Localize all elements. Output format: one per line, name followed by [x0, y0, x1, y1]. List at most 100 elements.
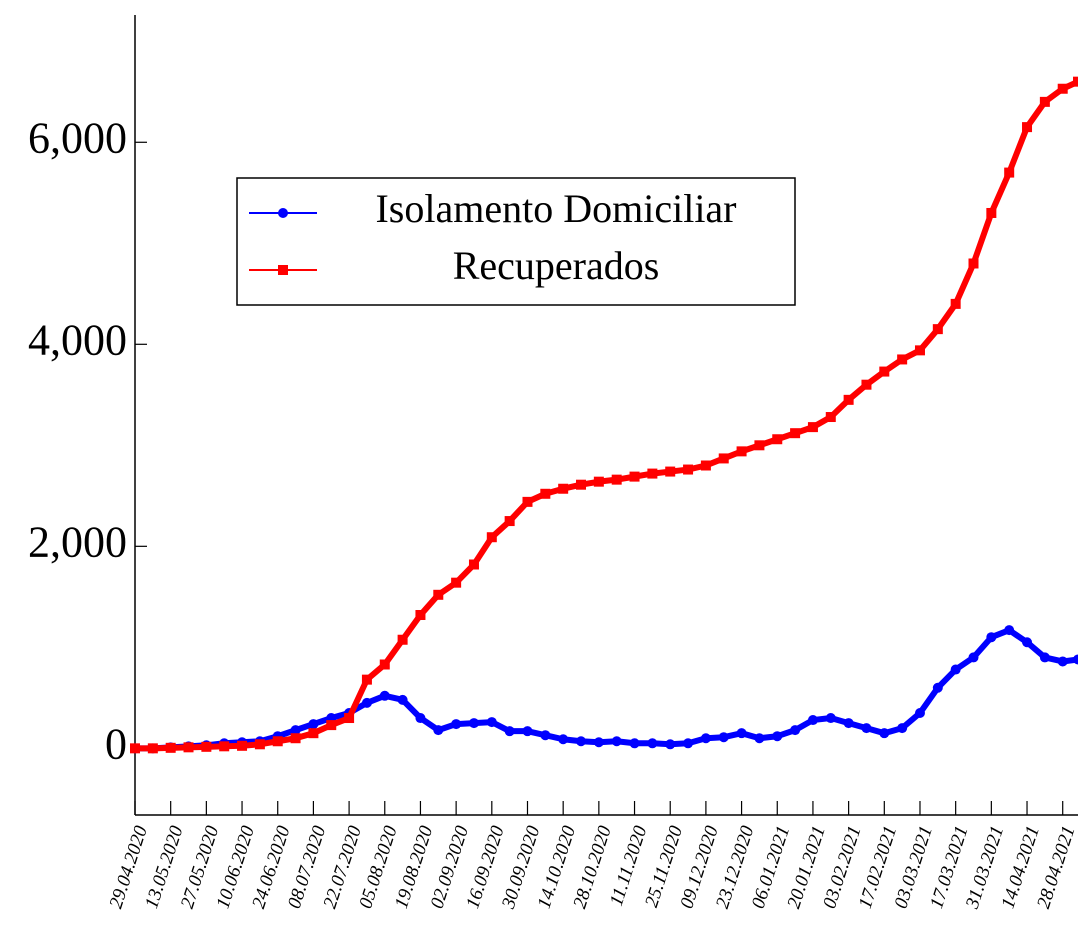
marker	[361, 697, 372, 708]
marker	[468, 718, 479, 729]
marker	[576, 736, 587, 747]
marker	[968, 258, 979, 269]
marker	[290, 725, 301, 736]
marker	[914, 345, 925, 356]
marker	[825, 412, 836, 423]
marker	[861, 723, 872, 734]
marker	[522, 496, 533, 507]
marker	[683, 464, 694, 475]
marker	[433, 589, 444, 600]
marker	[1073, 654, 1078, 665]
marker	[914, 707, 925, 718]
y-tick-label: 4,000	[28, 315, 127, 364]
marker	[308, 719, 319, 730]
marker	[986, 632, 997, 643]
marker	[272, 736, 283, 747]
marker	[451, 719, 462, 730]
marker	[665, 466, 676, 477]
marker	[718, 453, 729, 464]
marker	[950, 298, 961, 309]
marker	[593, 476, 604, 487]
marker	[1057, 656, 1068, 667]
marker	[790, 725, 801, 736]
marker	[665, 739, 676, 750]
marker	[825, 713, 836, 724]
y-tick-label: 2,000	[28, 517, 127, 566]
marker	[415, 610, 426, 620]
marker	[1022, 122, 1033, 133]
marker	[950, 664, 961, 675]
marker	[593, 737, 604, 748]
marker	[611, 474, 622, 485]
marker	[415, 713, 426, 724]
marker	[843, 718, 854, 729]
marker	[433, 725, 444, 736]
marker	[290, 733, 301, 744]
marker	[237, 740, 248, 751]
marker	[790, 428, 801, 439]
marker	[504, 726, 515, 737]
marker	[183, 742, 194, 753]
marker	[344, 713, 355, 724]
marker	[897, 723, 908, 734]
legend-label: Isolamento Domiciliar	[375, 186, 736, 231]
y-tick-label: 0	[105, 719, 127, 768]
marker	[986, 207, 997, 218]
marker	[1004, 167, 1015, 178]
marker	[1022, 637, 1033, 648]
marker	[700, 460, 711, 471]
marker	[1004, 625, 1015, 636]
marker	[397, 634, 408, 645]
legend-marker	[278, 265, 288, 275]
marker	[879, 728, 890, 739]
marker	[486, 532, 497, 543]
marker	[254, 739, 265, 750]
marker	[897, 354, 908, 365]
marker	[361, 674, 372, 685]
marker	[201, 741, 212, 752]
marker	[932, 324, 943, 335]
marker	[754, 440, 765, 451]
marker	[379, 659, 390, 670]
marker	[326, 720, 337, 731]
marker	[807, 715, 818, 726]
legend-marker	[278, 208, 288, 218]
marker	[379, 690, 390, 701]
marker	[736, 728, 747, 739]
marker	[772, 434, 783, 445]
marker	[540, 488, 551, 499]
marker	[718, 732, 729, 743]
marker	[576, 479, 587, 490]
marker	[486, 717, 497, 728]
marker	[468, 559, 479, 570]
marker	[772, 731, 783, 742]
marker	[700, 733, 711, 744]
marker	[1073, 76, 1078, 87]
marker	[504, 516, 515, 527]
marker	[843, 394, 854, 405]
marker	[1039, 652, 1050, 663]
marker	[540, 730, 551, 741]
marker	[629, 471, 640, 482]
marker	[219, 741, 230, 752]
marker	[754, 733, 765, 744]
marker	[629, 738, 640, 749]
marker	[647, 468, 658, 479]
marker	[558, 483, 569, 494]
marker	[861, 379, 872, 390]
marker	[397, 694, 408, 705]
marker	[736, 446, 747, 457]
marker	[308, 728, 319, 739]
marker	[1039, 96, 1050, 107]
marker	[165, 742, 176, 753]
legend-label: Recuperados	[453, 243, 660, 288]
marker	[147, 743, 158, 754]
marker	[807, 422, 818, 433]
marker	[522, 726, 533, 737]
y-tick-label: 6,000	[28, 113, 127, 162]
marker	[451, 577, 462, 588]
marker	[683, 738, 694, 749]
marker	[130, 743, 140, 754]
marker	[611, 736, 622, 747]
